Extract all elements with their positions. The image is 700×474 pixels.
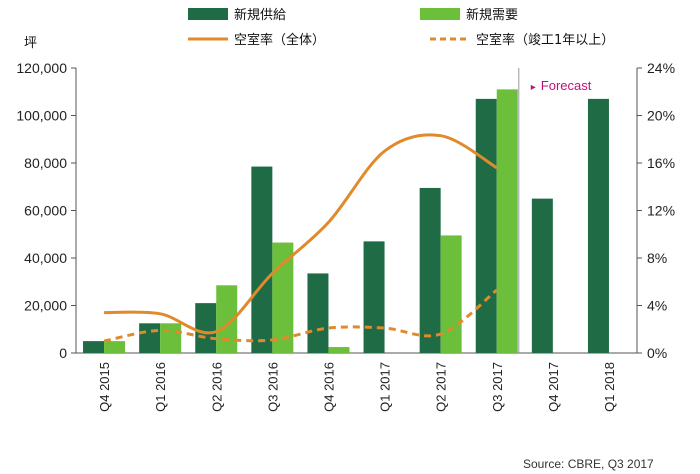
bar-demand — [328, 347, 350, 353]
line-vacancy-all — [104, 133, 498, 335]
x-tick-label: Q1 2018 — [602, 362, 617, 412]
legend-label-supply: 新規供給 — [234, 7, 286, 23]
forecast-label: Forecast — [541, 78, 592, 93]
x-tick-label: Q2 2017 — [434, 362, 449, 412]
source-note: Source: CBRE, Q3 2017 — [523, 457, 654, 471]
y-ticks-left: 0 20,000 40,000 60,000 80,000 100,000 120,000 — [16, 60, 76, 361]
bar-supply — [251, 166, 273, 353]
legend-label-vacancy-all: 空室率（全体） — [234, 32, 325, 48]
x-ticks: Q4 2015 Q1 2016 Q2 2016 Q3 2016 Q4 2016 Q1 20… — [97, 362, 617, 412]
y-tick-label-right: 8% — [647, 250, 667, 266]
y-tick-label-right: 12% — [647, 203, 675, 219]
bar-supply — [419, 187, 441, 353]
bar-supply — [83, 341, 105, 353]
y-tick-label-left: 20,000 — [24, 298, 67, 314]
x-tick-label: Q1 2016 — [153, 362, 168, 412]
vacancy-lines — [103, 133, 498, 343]
y-tick-label-left: 80,000 — [24, 155, 67, 171]
bar-demand — [440, 235, 462, 353]
x-tick-label: Q4 2017 — [546, 362, 561, 412]
line-vacancy-aged — [103, 288, 498, 343]
y-tick-label-right: 4% — [647, 298, 667, 314]
legend-swatch-demand — [420, 8, 460, 20]
legend: 新規供給 新規需要 空室率（全体） 空室率（竣工1年以上） — [188, 7, 614, 48]
forecast-arrow-icon: ▸ — [531, 82, 536, 93]
y-tick-label-right: 24% — [647, 60, 675, 76]
bars — [83, 89, 609, 353]
bar-supply — [307, 273, 329, 353]
legend-swatch-supply — [188, 8, 228, 20]
y-tick-label-left: 0 — [59, 345, 67, 361]
bar-supply — [587, 98, 609, 353]
x-tick-label: Q3 2017 — [490, 362, 505, 412]
y-tick-label-right: 20% — [647, 108, 675, 124]
bar-demand — [496, 89, 518, 353]
x-tick-label: Q4 2016 — [321, 362, 336, 412]
y-tick-label-left: 40,000 — [24, 250, 67, 266]
y-tick-label-left: 60,000 — [24, 203, 67, 219]
y-axis-unit-label: 坪 — [24, 36, 37, 51]
x-tick-label: Q2 2016 — [209, 362, 224, 412]
bar-supply — [531, 198, 553, 353]
legend-label-demand: 新規需要 — [466, 7, 518, 23]
y-tick-label-right: 0% — [647, 345, 667, 361]
bar-demand — [216, 285, 238, 353]
x-tick-label: Q4 2015 — [97, 362, 112, 412]
bar-supply — [139, 323, 161, 353]
bar-demand — [160, 323, 182, 353]
y-tick-label-left: 120,000 — [16, 60, 67, 76]
legend-label-vacancy-aged: 空室率（竣工1年以上） — [476, 32, 614, 48]
bar-demand — [104, 341, 126, 353]
x-tick-label: Q3 2016 — [265, 362, 280, 412]
bar-supply — [475, 98, 497, 353]
bar-supply — [363, 241, 385, 353]
y-tick-label-right: 16% — [647, 155, 675, 171]
x-tick-label: Q1 2017 — [378, 362, 393, 412]
y-tick-label-left: 100,000 — [16, 108, 67, 124]
y-ticks-right: 0% 4% 8% 12% 16% 20% 24% — [637, 60, 675, 361]
bar-supply — [195, 303, 217, 353]
